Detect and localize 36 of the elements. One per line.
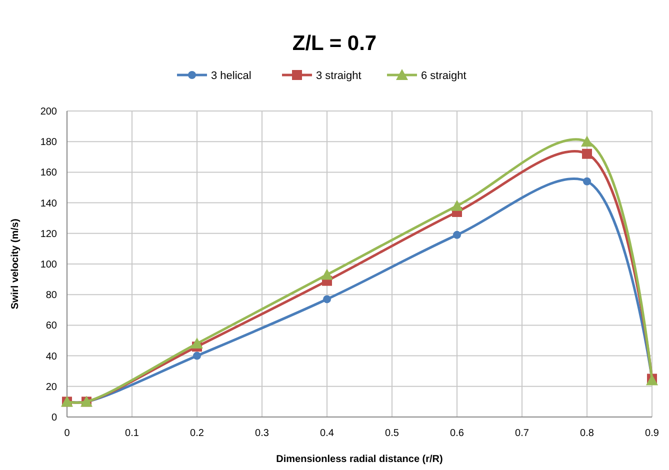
point <box>323 295 331 304</box>
x-tick-label: 0.8 <box>580 428 594 439</box>
point <box>321 268 333 280</box>
y-tick-label: 180 <box>40 137 58 148</box>
y-tick-label: 80 <box>46 290 58 302</box>
y-tick-label: 120 <box>40 228 58 240</box>
x-tick-label: 0.4 <box>320 428 334 439</box>
x-tick-label: 0.1 <box>125 428 140 439</box>
point <box>191 338 203 349</box>
legend-label: 6 straight <box>421 70 466 82</box>
point <box>583 177 591 186</box>
x-tick-label: 0.9 <box>645 428 660 439</box>
point <box>582 148 592 159</box>
y-tick-label: 0 <box>51 412 58 424</box>
point <box>581 136 593 147</box>
y-tick-label: 100 <box>40 260 58 270</box>
x-tick-label: 0 <box>64 428 70 439</box>
x-tick-label: 0.2 <box>190 428 204 439</box>
x-tick-label: 0.5 <box>385 428 400 439</box>
y-tick-label: 20 <box>46 382 58 393</box>
x-tick-label: 0.7 <box>515 428 530 439</box>
x-tick-label: 0.6 <box>450 428 464 439</box>
point <box>451 200 463 211</box>
y-tick-label: 140 <box>40 198 58 210</box>
x-tick-label: 0.3 <box>255 428 270 439</box>
point <box>193 352 201 360</box>
x-axis-title: Dimensionless radial distance (r/R) <box>276 454 443 465</box>
y-tick-label: 60 <box>46 320 58 332</box>
legend-label: 3 straight <box>316 70 362 82</box>
chart-title: Z/L = 0.7 <box>292 32 377 55</box>
y-axis-title: Swirl velocity (m/s) <box>10 218 21 310</box>
legend-label: 3 helical <box>211 70 252 82</box>
y-tick-label: 160 <box>40 168 58 179</box>
point <box>453 230 461 239</box>
y-tick-label: 40 <box>46 351 58 362</box>
y-tick-label: 200 <box>40 106 58 118</box>
